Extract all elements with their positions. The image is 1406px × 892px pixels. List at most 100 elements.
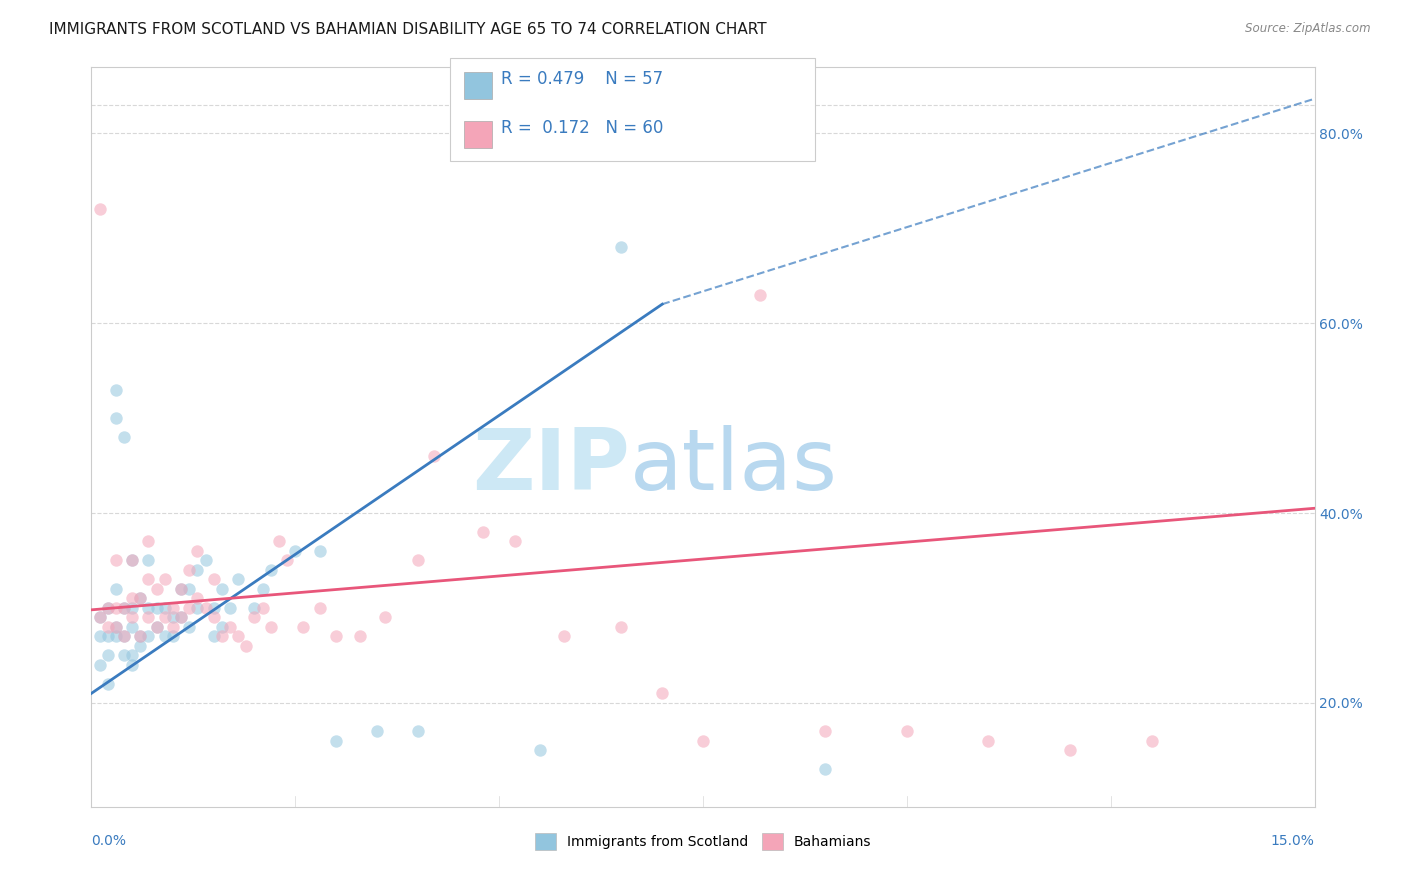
Point	[977, 734, 1000, 748]
Point	[104, 553, 127, 567]
Text: 15.0%: 15.0%	[1271, 834, 1315, 847]
Point	[121, 657, 143, 672]
Point	[89, 202, 111, 217]
Point	[186, 591, 208, 606]
Point	[896, 724, 918, 739]
Text: R = 0.479    N = 57: R = 0.479 N = 57	[501, 70, 662, 87]
Point	[170, 610, 193, 624]
Point	[202, 573, 225, 587]
Point	[97, 601, 120, 615]
Point	[814, 762, 837, 776]
Point	[186, 563, 208, 577]
Point	[308, 544, 330, 558]
Point	[692, 734, 714, 748]
Point	[349, 629, 371, 643]
Point	[1059, 743, 1081, 757]
Point	[97, 629, 120, 643]
Point	[104, 629, 127, 643]
Point	[145, 620, 167, 634]
Point	[226, 573, 249, 587]
Point	[553, 629, 575, 643]
Point	[145, 582, 167, 596]
Point	[121, 610, 143, 624]
Point	[505, 534, 527, 549]
Point	[138, 553, 160, 567]
Point	[104, 383, 127, 397]
Point	[153, 573, 176, 587]
Point	[112, 648, 135, 663]
Point	[284, 544, 307, 558]
Point	[162, 610, 184, 624]
Point	[308, 601, 330, 615]
Point	[121, 591, 143, 606]
Point	[162, 620, 184, 634]
Point	[219, 620, 242, 634]
Point	[276, 553, 298, 567]
Point	[170, 610, 193, 624]
Point	[121, 601, 143, 615]
Point	[423, 449, 446, 463]
Point	[610, 240, 633, 254]
Point	[162, 601, 184, 615]
Text: 0.0%: 0.0%	[91, 834, 127, 847]
Point	[186, 544, 208, 558]
Point	[186, 601, 208, 615]
Point	[267, 534, 290, 549]
Point	[243, 601, 266, 615]
Point	[138, 629, 160, 643]
Point	[179, 582, 201, 596]
Point	[153, 610, 176, 624]
Point	[471, 524, 494, 539]
Point	[170, 582, 193, 596]
Point	[202, 629, 225, 643]
Point	[104, 411, 127, 425]
Point	[211, 620, 233, 634]
Point	[814, 724, 837, 739]
Point	[260, 563, 283, 577]
Point	[243, 610, 266, 624]
Point	[153, 629, 176, 643]
Point	[112, 430, 135, 444]
Point	[610, 620, 633, 634]
Point	[406, 724, 429, 739]
Point	[121, 620, 143, 634]
Point	[104, 620, 127, 634]
Point	[112, 601, 135, 615]
Point	[406, 553, 429, 567]
Point	[366, 724, 388, 739]
Point	[121, 648, 143, 663]
Point	[145, 601, 167, 615]
Point	[260, 620, 283, 634]
Point	[138, 610, 160, 624]
Point	[89, 629, 111, 643]
Point	[374, 610, 396, 624]
Text: atlas: atlas	[630, 425, 838, 508]
Point	[129, 591, 152, 606]
Point	[211, 629, 233, 643]
Text: IMMIGRANTS FROM SCOTLAND VS BAHAMIAN DISABILITY AGE 65 TO 74 CORRELATION CHART: IMMIGRANTS FROM SCOTLAND VS BAHAMIAN DIS…	[49, 22, 766, 37]
Point	[112, 629, 135, 643]
Point	[104, 582, 127, 596]
Point	[325, 629, 347, 643]
Point	[252, 582, 274, 596]
Point	[529, 743, 551, 757]
Point	[138, 601, 160, 615]
Point	[89, 657, 111, 672]
Point	[252, 601, 274, 615]
Point	[97, 601, 120, 615]
Point	[235, 639, 257, 653]
Point	[1140, 734, 1163, 748]
Point	[651, 686, 673, 700]
Point	[292, 620, 315, 634]
Point	[97, 648, 120, 663]
Point	[202, 601, 225, 615]
Point	[104, 601, 127, 615]
Point	[211, 582, 233, 596]
Point	[194, 601, 217, 615]
Point	[194, 553, 217, 567]
Point	[129, 639, 152, 653]
Point	[145, 620, 167, 634]
Point	[226, 629, 249, 643]
Point	[97, 677, 120, 691]
Point	[749, 287, 772, 301]
